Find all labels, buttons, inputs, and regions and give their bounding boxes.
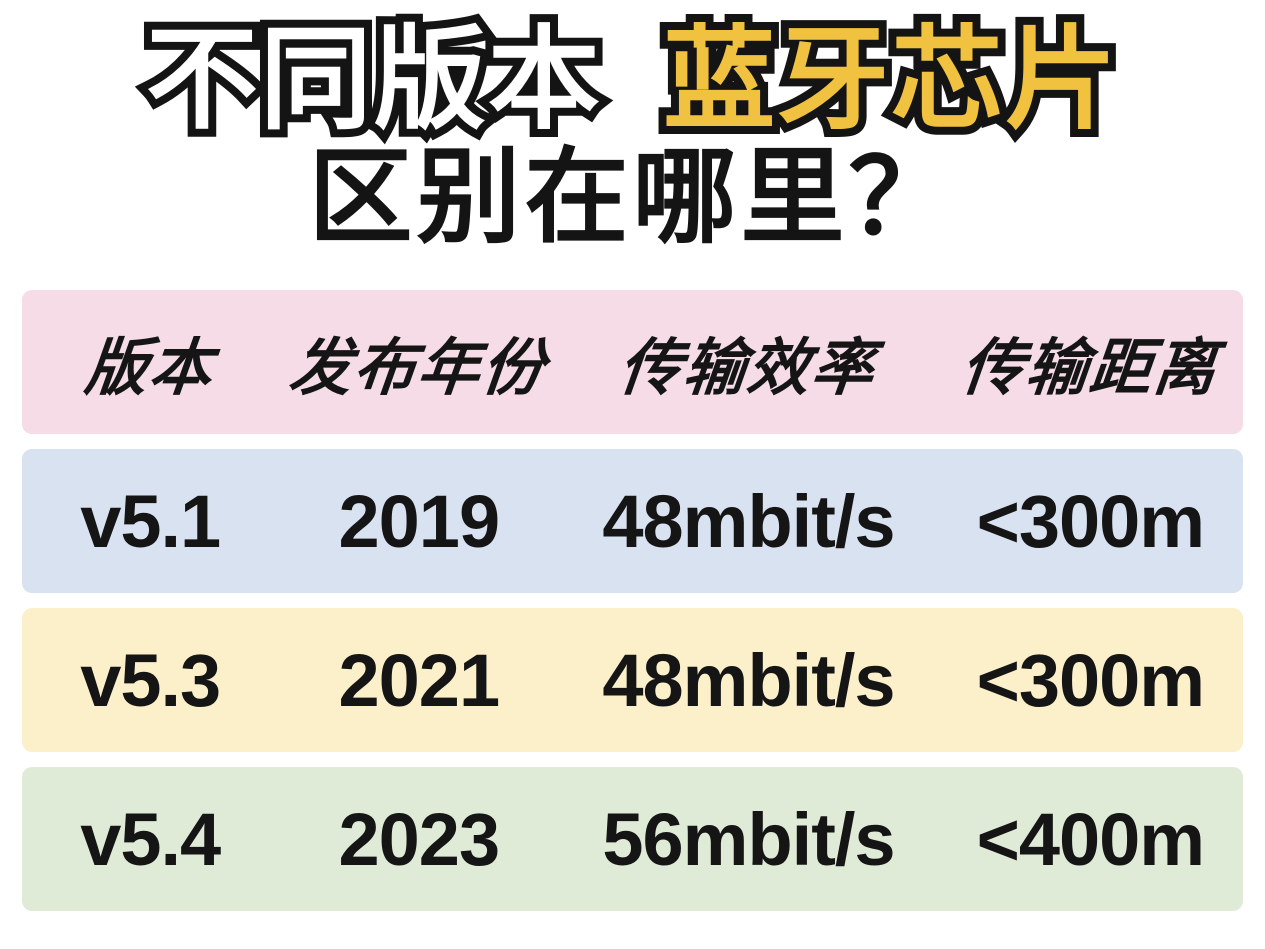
cell-year: 2021 bbox=[338, 638, 501, 722]
header-transfer-rate: 传输效率 bbox=[616, 334, 880, 403]
title-word-bluetooth-chip: 蓝牙芯片 蓝牙芯片 bbox=[655, 9, 1125, 150]
table-row-v5.1: v5.1 2019 48mbit/s <300m bbox=[22, 449, 1243, 593]
cell-distance: <300m bbox=[976, 479, 1205, 563]
cell-speed: 48mbit/s bbox=[602, 479, 895, 563]
cell-distance: <400m bbox=[976, 797, 1205, 881]
title-word-fill: 蓝牙芯片 bbox=[663, 17, 1120, 142]
cell-speed: 56mbit/s bbox=[602, 797, 895, 881]
cell-speed: 48mbit/s bbox=[602, 638, 895, 722]
title-line-2: 区别在哪里？ bbox=[308, 140, 957, 256]
title-word-stroke: 蓝牙芯片 bbox=[655, 9, 1125, 150]
title-block: 不同版本 不同版本 蓝牙芯片 蓝牙芯片 区别在哪里？ bbox=[0, 0, 1265, 250]
table-row-v5.3: v5.3 2021 48mbit/s <300m bbox=[22, 608, 1243, 752]
header-release-year: 发布年份 bbox=[286, 334, 550, 403]
table-row-v5.4: v5.4 2023 56mbit/s <400m bbox=[22, 767, 1243, 911]
header-version: 版本 bbox=[81, 334, 218, 403]
header-transfer-distance: 传输距离 bbox=[958, 334, 1222, 403]
bluetooth-comparison-table: 版本 发布年份 传输效率 传输距离 v5.1 2019 48mbit/s <30… bbox=[22, 290, 1243, 911]
title-line-1: 不同版本 不同版本 蓝牙芯片 蓝牙芯片 bbox=[0, 9, 1265, 150]
cell-version: v5.1 bbox=[80, 479, 221, 563]
cell-version: v5.4 bbox=[80, 797, 221, 881]
cell-year: 2019 bbox=[338, 479, 501, 563]
table-header-row: 版本 发布年份 传输效率 传输距离 bbox=[22, 290, 1243, 434]
cell-version: v5.3 bbox=[80, 638, 221, 722]
cell-distance: <300m bbox=[976, 638, 1205, 722]
cell-year: 2023 bbox=[338, 797, 501, 881]
title-word-different-versions: 不同版本 不同版本 bbox=[138, 9, 608, 150]
title-word-fill: 不同版本 bbox=[145, 17, 602, 142]
title-word-stroke: 不同版本 bbox=[138, 9, 608, 150]
